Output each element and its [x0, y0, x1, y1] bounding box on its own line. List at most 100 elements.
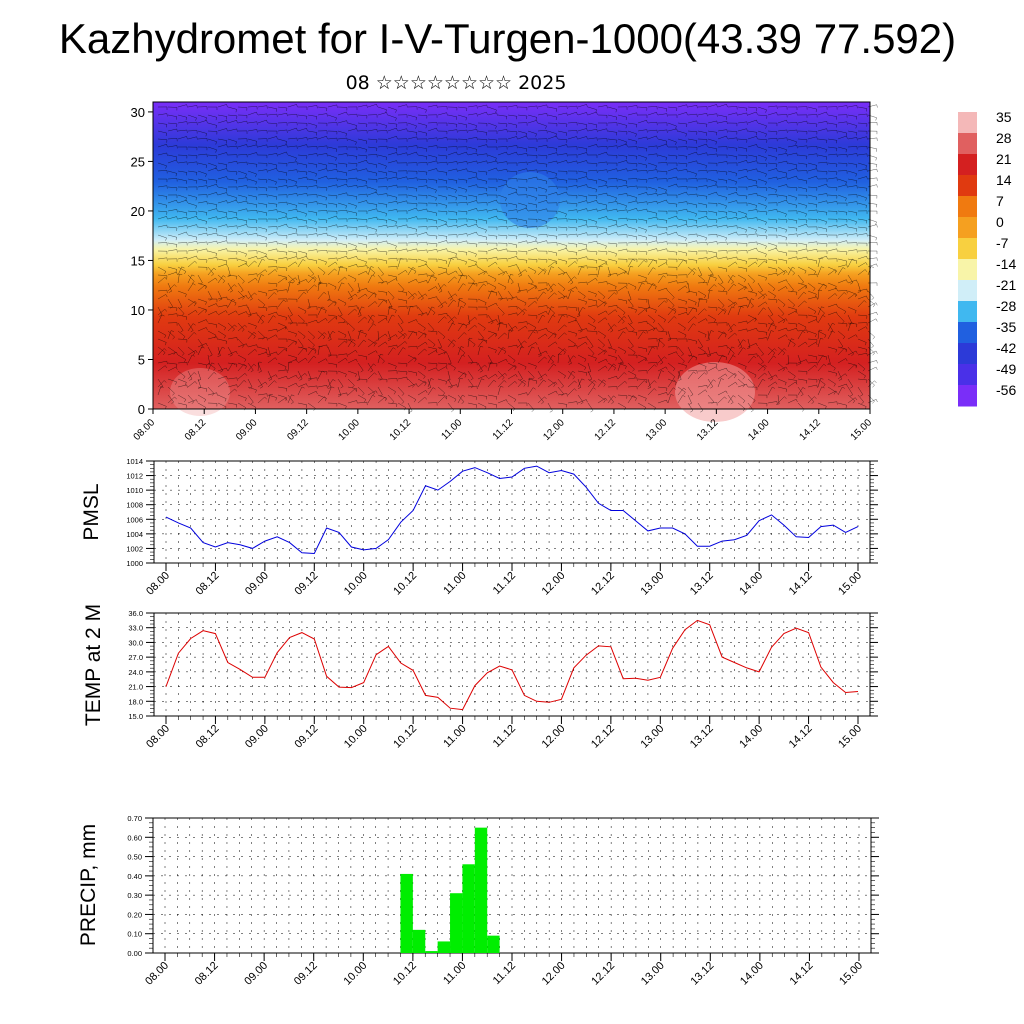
- wind-barb-flag: [366, 288, 368, 292]
- wind-barb: [187, 249, 197, 252]
- wind-barb: [807, 146, 817, 148]
- wind-barb-flag: [714, 319, 716, 323]
- wind-barb: [197, 298, 207, 303]
- wind-barb: [367, 103, 377, 108]
- wind-barb: [177, 136, 187, 140]
- wind-barb: [317, 266, 326, 273]
- wind-barb: [367, 208, 377, 212]
- wind-barb-flag: [426, 264, 428, 268]
- wind-barb-flag: [205, 133, 207, 137]
- wind-barb-flag: [866, 233, 868, 237]
- wind-barb: [357, 265, 367, 268]
- wind-barb: [637, 298, 647, 300]
- wind-barb: [267, 306, 277, 308]
- wind-barb-flag: [356, 168, 358, 172]
- wind-barb-flag: [190, 330, 194, 333]
- wind-barb-flag: [666, 232, 668, 236]
- wind-barb: [457, 274, 463, 284]
- wind-barb: [587, 218, 597, 222]
- wind-barb: [757, 322, 767, 325]
- wind-barb-flag: [485, 220, 488, 224]
- wind-barb: [207, 303, 217, 308]
- wind-barb: [447, 178, 457, 181]
- wind-barb-flag: [615, 220, 618, 224]
- wind-barb-flag: [826, 256, 828, 260]
- wind-barb: [517, 240, 527, 244]
- wind-barb-flag: [725, 205, 727, 209]
- wind-barb: [187, 161, 197, 164]
- wind-barb-flag: [265, 269, 268, 273]
- wind-barb-flag: [414, 293, 417, 296]
- wind-barb: [667, 306, 677, 312]
- wind-barb: [647, 106, 657, 108]
- wind-barb: [557, 105, 567, 108]
- wind-barb: [177, 210, 187, 213]
- wind-barb: [337, 225, 347, 228]
- wind-barb: [777, 226, 787, 230]
- wind-barb: [757, 114, 767, 117]
- wind-barb-flag: [816, 204, 818, 208]
- wind-barb: [337, 250, 347, 252]
- wind-barb-flag: [806, 244, 808, 248]
- wind-barb: [827, 130, 837, 132]
- wind-barb-flag: [733, 304, 736, 307]
- wind-barb-flag: [395, 172, 398, 176]
- wind-barb: [577, 160, 587, 164]
- wind-barb-flag: [265, 293, 267, 297]
- wind-barb-flag: [626, 193, 628, 197]
- wind-barb-flag: [335, 157, 337, 161]
- wind-barb: [437, 312, 447, 316]
- wind-barb-flag: [526, 207, 528, 211]
- wind-barb-flag: [360, 330, 364, 332]
- wind-barb-flag: [876, 360, 878, 364]
- wind-barb: [857, 269, 866, 276]
- wind-barb-flag: [775, 148, 778, 152]
- wind-barb: [537, 122, 547, 127]
- wind-barb: [477, 298, 487, 303]
- wind-barb: [807, 175, 817, 180]
- wind-barb-flag: [872, 352, 875, 356]
- wind-barb-flag: [554, 292, 557, 296]
- wind-barb-flag: [656, 224, 658, 228]
- wind-barb: [227, 266, 231, 276]
- wind-barb: [567, 226, 577, 229]
- wind-barb: [387, 184, 397, 188]
- wind-barb: [357, 130, 367, 132]
- wind-barb: [187, 241, 197, 244]
- wind-barb-flag: [586, 224, 588, 228]
- wind-barb-flag: [232, 298, 236, 301]
- wind-barb-flag: [276, 329, 278, 333]
- wind-barb: [307, 146, 317, 148]
- wind-barb-flag: [545, 221, 547, 225]
- wind-barb: [217, 310, 226, 316]
- wind-barb: [697, 241, 707, 244]
- wind-barb: [707, 284, 715, 292]
- wind-barb: [247, 322, 257, 327]
- wind-barb: [807, 202, 817, 205]
- wind-barb-flag: [426, 280, 428, 284]
- wind-barb: [607, 338, 612, 348]
- wind-barb-flag: [326, 153, 328, 157]
- wind-barb: [737, 112, 747, 116]
- wind-barb: [517, 338, 523, 347]
- wind-barb: [467, 218, 477, 221]
- wind-barb-flag: [486, 144, 488, 148]
- wind-barb-flag: [374, 301, 378, 304]
- wind-barb: [157, 242, 167, 244]
- wind-barb-flag: [736, 192, 738, 196]
- wind-barb: [227, 170, 237, 173]
- wind-barb: [257, 194, 267, 196]
- wind-barb: [197, 153, 207, 156]
- wind-barb: [747, 298, 752, 308]
- wind-barb-flag: [431, 274, 435, 277]
- wind-barb: [677, 218, 687, 222]
- wind-barb: [357, 159, 367, 164]
- wind-barb: [797, 154, 807, 157]
- wind-barb: [257, 315, 263, 324]
- wind-barb: [277, 250, 287, 253]
- wind-barb-flag: [705, 165, 707, 169]
- wind-barb-flag: [586, 220, 588, 224]
- wind-barb: [857, 314, 867, 317]
- wind-barb: [287, 306, 293, 315]
- wind-barb-flag: [630, 345, 634, 349]
